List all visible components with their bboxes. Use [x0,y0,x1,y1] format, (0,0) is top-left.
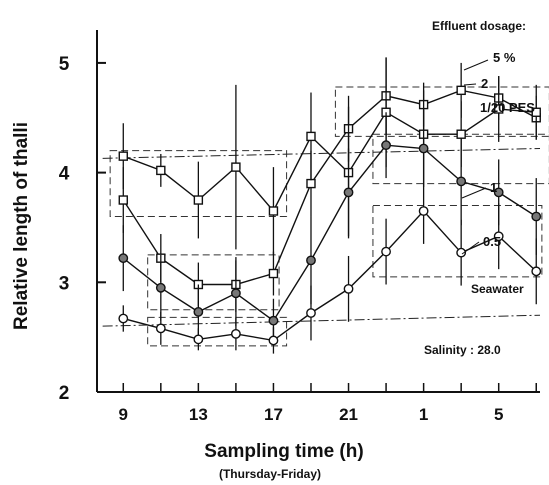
series-label-5pct: 5 % [493,50,516,65]
data-point [456,85,466,96]
x-tick-label: 17 [264,405,283,424]
seawater-label: Seawater [471,282,524,296]
x-tick-label: 9 [119,405,128,424]
data-point [418,143,429,154]
x-tick-label: 5 [494,405,503,424]
data-point [343,283,354,294]
data-point [381,246,391,257]
data-point [381,140,391,151]
leader-1 [461,187,487,199]
data-point [268,206,279,216]
data-point [418,206,429,216]
leader-2 [463,83,477,86]
data-point [156,165,166,176]
data-point [193,195,204,205]
group-box [147,316,288,347]
x-tick-label: 1 [419,405,428,424]
leader-0-5 [461,241,480,255]
x-tick-label: 13 [189,405,208,424]
reference-label-pes: 1/20 PES [480,100,535,115]
series-line [122,144,537,322]
reference-line [102,314,541,327]
plot-frame [96,30,540,393]
data-point [456,129,466,139]
data-point [231,328,241,339]
data-point [155,282,166,293]
x-axis-label: Sampling time (h) [204,441,363,462]
series-line [123,108,537,213]
data-point [193,307,204,317]
data-point [531,107,541,117]
series-label-2: 2 [481,76,488,91]
series-3 [118,110,542,343]
data-point [456,247,467,258]
data-point [118,253,129,264]
data-point [494,104,504,114]
data-point [306,131,316,142]
leader-5pct [463,59,489,71]
data-point [343,187,354,198]
series-1 [118,57,541,312]
y-tick-label: 4 [59,164,70,185]
salinity-label: Salinity : 28.0 [424,343,501,357]
reference-line [102,147,541,159]
data-point [268,315,279,326]
data-point [231,288,241,299]
data-point [268,268,279,279]
y-tick-label: 3 [59,273,70,294]
series-label-1: 1 [490,180,497,195]
data-point [118,313,129,324]
data-point [456,176,467,187]
y-tick-label: 5 [59,54,70,75]
data-point [493,187,504,198]
reference-lines [102,147,541,327]
data-point [268,335,279,346]
data-point [531,211,542,222]
data-point [193,334,204,345]
data-point [118,195,128,205]
group-box [147,254,280,311]
y-axis-label: Relative length of thalli [11,122,32,330]
data-point [306,308,316,318]
data-point [531,266,542,277]
data-point [118,151,128,161]
label-leaders [461,59,489,255]
x-tick-label: 21 [339,405,358,424]
data-point [306,178,316,189]
dashed-boxes [109,86,549,347]
data-point [231,162,241,172]
data-point [155,323,166,334]
series-label-0-5: 0.5 [483,234,501,249]
x-axis-label-note: (Thursday-Friday) [219,467,321,481]
data-point [306,255,316,266]
series-layer [118,57,542,354]
data-point [493,231,504,242]
legend-title: Effluent dosage: [432,19,526,33]
y-tick-label: 2 [59,383,70,404]
series-4 [118,178,542,354]
series-line [122,89,537,286]
group-box [372,205,543,278]
